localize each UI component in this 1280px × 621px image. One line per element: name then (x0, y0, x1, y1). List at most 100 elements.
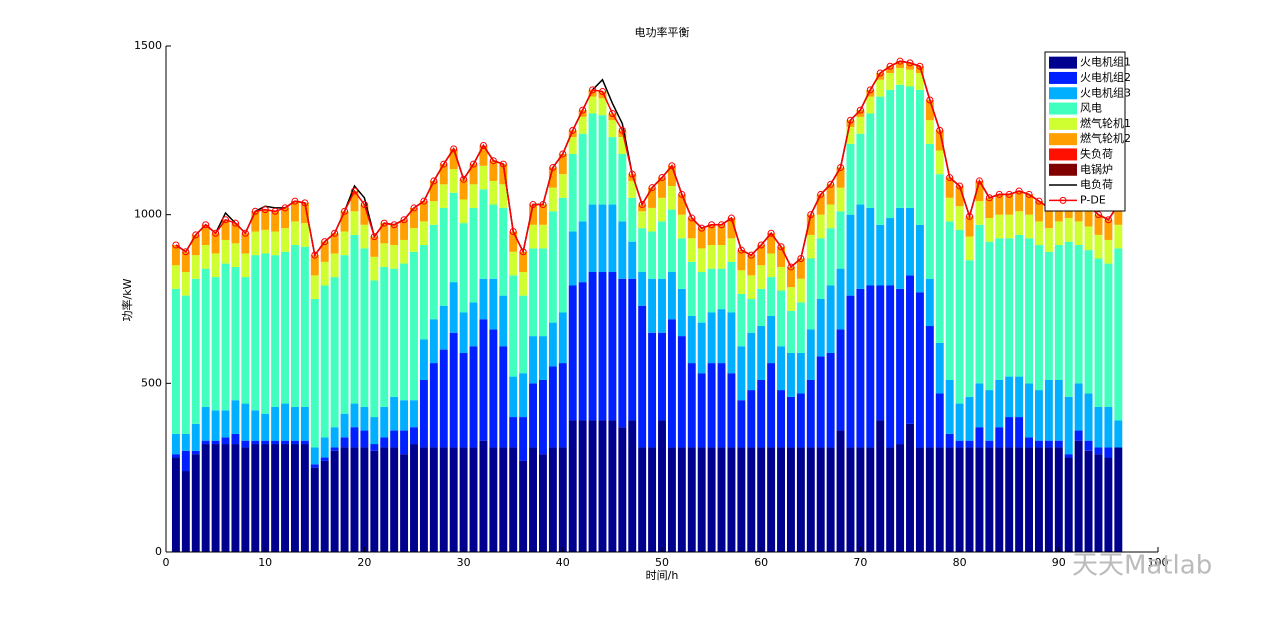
bar-segment (171, 454, 180, 458)
bar-segment (1084, 250, 1093, 394)
bar-segment (449, 148, 458, 170)
bar-segment (1025, 447, 1034, 552)
line-marker (519, 248, 527, 256)
bar-segment (796, 352, 805, 394)
bar-segment (975, 180, 984, 202)
bar-segment (826, 204, 835, 229)
bar-segment (747, 447, 756, 552)
x-tick-label: 50 (655, 556, 669, 569)
bar-segment (350, 427, 359, 448)
bar-segment (925, 447, 934, 552)
bar-segment (558, 447, 567, 552)
bar-segment (241, 403, 250, 441)
bar-segment (509, 376, 518, 418)
bar-segment (1015, 234, 1024, 377)
bar-segment (340, 447, 349, 552)
bar-segment (201, 440, 210, 445)
line-marker (975, 177, 983, 185)
bar-segment (1074, 440, 1083, 552)
bar-segment (181, 433, 190, 451)
bar-segment (519, 373, 528, 418)
bar-segment (568, 153, 577, 232)
bar-segment (806, 214, 815, 235)
bar-segment (529, 248, 538, 337)
bar-segment (717, 447, 726, 552)
bar-segment (271, 211, 280, 232)
bar-segment (796, 393, 805, 448)
bar-segment (231, 400, 240, 434)
bar-segment (419, 339, 428, 380)
bar-segment (221, 444, 230, 552)
line-marker (817, 190, 825, 198)
bar-segment (856, 288, 865, 448)
bar-segment (866, 96, 875, 114)
bar-segment (1114, 204, 1123, 225)
bar-segment (310, 275, 319, 299)
bar-segment (836, 211, 845, 269)
line-marker (807, 211, 815, 219)
bar-segment (231, 444, 240, 552)
x-tick-label: 80 (953, 556, 967, 569)
bar-segment (1054, 447, 1063, 552)
bar-segment (221, 239, 230, 264)
bar-segment (628, 197, 637, 242)
line-marker (995, 190, 1003, 198)
bar-segment (360, 447, 369, 552)
bar-segment (658, 221, 666, 279)
bar-segment (261, 413, 270, 441)
line-marker (499, 160, 507, 168)
watermark: 天天Matlab (1072, 551, 1212, 581)
line-marker (549, 163, 557, 171)
bar-segment (300, 246, 309, 407)
bar-segment (747, 332, 756, 391)
bar-segment (1044, 379, 1053, 441)
bar-segment (449, 169, 458, 193)
bar-segment (469, 164, 478, 185)
bar-segment (429, 180, 438, 202)
bar-segment (588, 96, 597, 114)
bar-segment (548, 447, 557, 552)
bar-segment (737, 400, 746, 448)
bar-segment (1064, 218, 1073, 242)
bar-segment (826, 285, 835, 353)
bar-segment (886, 72, 895, 90)
bar-segment (1015, 417, 1024, 448)
bar-segment (1084, 393, 1093, 441)
bar-segment (995, 447, 1004, 552)
bar-segment (628, 180, 637, 198)
bar-segment (439, 349, 448, 448)
bar-segment (667, 209, 676, 273)
bar-segment (737, 447, 746, 552)
bar-segment (737, 250, 746, 271)
line-marker (757, 241, 765, 249)
bar-segment (479, 319, 488, 441)
legend-swatch (1049, 102, 1077, 115)
bar-segment (390, 447, 399, 552)
x-tick-label: 40 (556, 556, 570, 569)
bar-segment (479, 165, 488, 190)
line-marker (787, 263, 795, 271)
bar-segment (1094, 454, 1103, 552)
bar-segment (479, 440, 488, 552)
bar-segment (588, 272, 597, 421)
bar-segment (360, 224, 369, 249)
bar-segment (241, 233, 250, 254)
x-tick-label: 30 (457, 556, 471, 569)
line-marker (886, 62, 894, 70)
bar-segment (777, 346, 786, 391)
bar-segment (568, 285, 577, 421)
bar-segment (816, 356, 825, 448)
bar-segment (975, 447, 984, 552)
bar-segment (995, 194, 1004, 215)
bar-segment (261, 209, 270, 230)
bar-segment (965, 236, 974, 261)
bar-segment (866, 207, 875, 286)
line-marker (906, 59, 914, 67)
bar-segment (558, 363, 567, 448)
bar-segment (836, 187, 845, 212)
line-marker (747, 251, 755, 259)
bar-segment (588, 113, 597, 205)
bar-segment (529, 447, 538, 552)
bar-segment (777, 266, 786, 291)
